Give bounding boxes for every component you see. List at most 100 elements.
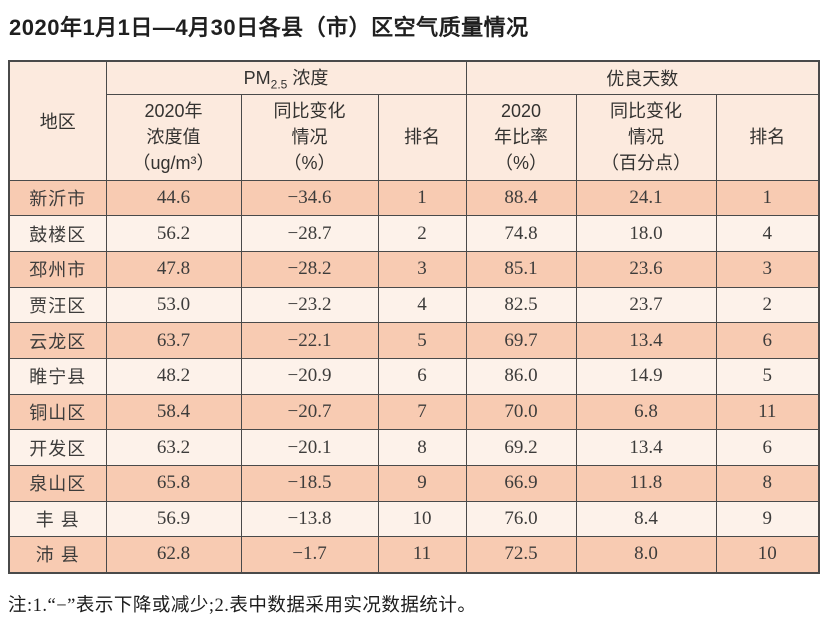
cell-region: 睢宁县 xyxy=(8,357,107,395)
cell-good-rank: 10 xyxy=(715,536,820,574)
cell-pm-change: −20.1 xyxy=(240,429,379,466)
cell-region: 鼓楼区 xyxy=(8,215,107,252)
cell-pm-change: −34.6 xyxy=(240,179,379,217)
cell-pm-value: 56.9 xyxy=(105,500,242,538)
cell-pm-rank: 11 xyxy=(377,536,467,574)
cell-pm-change: −28.7 xyxy=(240,215,379,252)
cell-good-rank: 5 xyxy=(715,357,820,395)
header-good-rank: 排名 xyxy=(715,93,820,181)
cell-region: 云龙区 xyxy=(8,322,107,359)
cell-good-rank: 1 xyxy=(715,179,820,217)
cell-region: 泉山区 xyxy=(8,465,107,502)
table-row: 开发区 63.2 −20.1 8 69.2 13.4 6 xyxy=(8,429,820,466)
cell-good-rank: 8 xyxy=(715,465,820,502)
cell-pm-value: 62.8 xyxy=(105,536,242,574)
cell-pm-rank: 4 xyxy=(377,286,467,324)
cell-pm-value: 53.0 xyxy=(105,286,242,324)
cell-pm-rank: 2 xyxy=(377,215,467,252)
cell-pm-change: −20.7 xyxy=(240,393,379,431)
table-row: 铜山区 58.4 −20.7 7 70.0 6.8 11 xyxy=(8,393,820,431)
table-row: 泉山区 65.8 −18.5 9 66.9 11.8 8 xyxy=(8,465,820,502)
cell-region: 丰 县 xyxy=(8,500,107,538)
cell-pm-change: −23.2 xyxy=(240,286,379,324)
header-pm-group: PM2.5 浓度 xyxy=(105,60,467,95)
cell-good-rank: 11 xyxy=(715,393,820,431)
cell-good-change: 11.8 xyxy=(575,465,717,502)
cell-good-ratio: 86.0 xyxy=(465,357,577,395)
cell-pm-rank: 6 xyxy=(377,357,467,395)
header-good-change: 同比变化 情况 （百分点） xyxy=(575,93,717,181)
header-region: 地区 xyxy=(8,60,107,181)
cell-good-change: 13.4 xyxy=(575,322,717,359)
header-good-ratio: 2020 年比率 （%） xyxy=(465,93,577,181)
header-pm-value: 2020年 浓度值 （ug/m³） xyxy=(105,93,242,181)
cell-good-ratio: 69.7 xyxy=(465,322,577,359)
cell-pm-rank: 7 xyxy=(377,393,467,431)
cell-good-rank: 2 xyxy=(715,286,820,324)
cell-region: 铜山区 xyxy=(8,393,107,431)
cell-region: 邳州市 xyxy=(8,250,107,288)
cell-good-rank: 9 xyxy=(715,500,820,538)
cell-good-rank: 3 xyxy=(715,250,820,288)
table-header: 地区 PM2.5 浓度 优良天数 2020年 浓度值 （ug/m³） 同比变化 … xyxy=(8,60,820,181)
cell-pm-rank: 9 xyxy=(377,465,467,502)
table-row: 鼓楼区 56.2 −28.7 2 74.8 18.0 4 xyxy=(8,215,820,252)
table-row: 睢宁县 48.2 −20.9 6 86.0 14.9 5 xyxy=(8,357,820,395)
cell-good-change: 23.6 xyxy=(575,250,717,288)
header-region-label: 地区 xyxy=(39,111,76,132)
header-sub-row: 2020年 浓度值 （ug/m³） 同比变化 情况 （%） 排名 2020 年比… xyxy=(9,93,820,181)
cell-good-rank: 4 xyxy=(715,215,820,252)
header-pm-change: 同比变化 情况 （%） xyxy=(240,93,379,181)
cell-good-ratio: 70.0 xyxy=(465,393,577,431)
table-row: 新沂市 44.6 −34.6 1 88.4 24.1 1 xyxy=(8,179,820,217)
good-days-label: 优良天数 xyxy=(606,68,679,89)
cell-pm-value: 63.7 xyxy=(105,322,242,359)
table-body: 新沂市 44.6 −34.6 1 88.4 24.1 1 鼓楼区 56.2 −28.7 2 74.8 1… xyxy=(8,179,820,574)
cell-pm-value: 47.8 xyxy=(105,250,242,288)
cell-good-change: 8.4 xyxy=(575,500,717,538)
page-title: 2020年1月1日—4月30日各县（市）区空气质量情况 xyxy=(9,15,529,40)
cell-good-ratio: 72.5 xyxy=(465,536,577,574)
header-pm-rank: 排名 xyxy=(377,93,467,181)
cell-good-ratio: 88.4 xyxy=(465,179,577,217)
table-row: 沛 县 62.8 −1.7 11 72.5 8.0 10 xyxy=(8,536,820,574)
cell-good-change: 13.4 xyxy=(575,429,717,466)
pm-label-suffix: 浓度 xyxy=(287,67,329,88)
cell-pm-rank: 3 xyxy=(377,250,467,288)
cell-pm-rank: 1 xyxy=(377,179,467,217)
cell-good-change: 24.1 xyxy=(575,179,717,217)
cell-region: 贾汪区 xyxy=(8,286,107,324)
cell-good-ratio: 76.0 xyxy=(465,500,577,538)
header-group-row: 地区 PM2.5 浓度 优良天数 xyxy=(8,60,820,181)
cell-pm-change: −13.8 xyxy=(240,500,379,538)
cell-good-rank: 6 xyxy=(715,429,820,466)
cell-good-change: 8.0 xyxy=(575,536,717,574)
cell-good-change: 14.9 xyxy=(575,357,717,395)
table-row: 贾汪区 53.0 −23.2 4 82.5 23.7 2 xyxy=(8,286,820,324)
cell-pm-rank: 10 xyxy=(377,500,467,538)
cell-good-rank: 6 xyxy=(715,322,820,359)
cell-pm-change: −1.7 xyxy=(240,536,379,574)
cell-pm-change: −18.5 xyxy=(240,465,379,502)
header-good-days-group: 优良天数 xyxy=(465,60,820,95)
cell-good-ratio: 66.9 xyxy=(465,465,577,502)
cell-pm-rank: 8 xyxy=(377,429,467,466)
cell-pm-change: −20.9 xyxy=(240,357,379,395)
cell-good-ratio: 82.5 xyxy=(465,286,577,324)
air-quality-table: 地区 PM2.5 浓度 优良天数 2020年 浓度值 （ug/m³） 同比变化 … xyxy=(8,60,821,574)
cell-pm-value: 44.6 xyxy=(105,179,242,217)
footnote: 注:1.“−”表示下降或减少;2.表中数据采用实况数据统计。 xyxy=(8,596,477,616)
cell-pm-change: −28.2 xyxy=(240,250,379,288)
cell-region: 新沂市 xyxy=(8,179,107,217)
cell-pm-rank: 5 xyxy=(377,322,467,359)
table-row: 邳州市 47.8 −28.2 3 85.1 23.6 3 xyxy=(8,250,820,288)
cell-pm-value: 48.2 xyxy=(105,357,242,395)
cell-region: 开发区 xyxy=(8,429,107,466)
cell-good-change: 6.8 xyxy=(575,393,717,431)
table-row: 云龙区 63.7 −22.1 5 69.7 13.4 6 xyxy=(8,322,820,359)
cell-good-change: 18.0 xyxy=(575,215,717,252)
cell-good-change: 23.7 xyxy=(575,286,717,324)
cell-good-ratio: 85.1 xyxy=(465,250,577,288)
table-row: 丰 县 56.9 −13.8 10 76.0 8.4 9 xyxy=(8,500,820,538)
